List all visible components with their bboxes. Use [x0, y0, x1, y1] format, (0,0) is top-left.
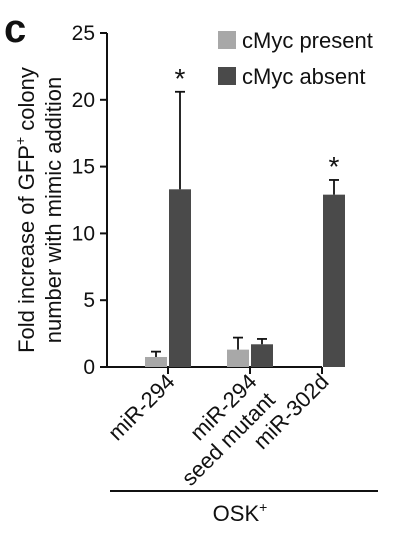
bar	[323, 194, 345, 367]
bar	[227, 349, 249, 367]
y-tick-label: 10	[72, 222, 95, 245]
legend-label: cMyc absent	[242, 64, 366, 89]
legend-swatch	[218, 31, 236, 49]
significance-star: *	[329, 151, 340, 182]
legend-swatch	[218, 67, 236, 85]
bar	[145, 356, 167, 367]
x-tick-label: miR-294	[103, 369, 179, 445]
y-tick-label: 0	[83, 356, 95, 379]
significance-markers: **	[175, 63, 340, 182]
bar	[251, 344, 273, 367]
y-axis-title-line2: number with mimic addition	[41, 77, 66, 344]
panel-label: c	[4, 7, 26, 51]
significance-star: *	[175, 63, 186, 94]
group-bracket: OSK+	[110, 490, 378, 526]
error-bars	[151, 90, 339, 357]
y-tick-label: 15	[72, 156, 95, 179]
legend: cMyc present cMyc absent	[218, 28, 373, 89]
bars	[145, 189, 345, 367]
bar	[169, 189, 191, 367]
y-tick-label: 25	[72, 22, 95, 45]
y-axis-title: Fold increase of GFP+ colony number with…	[12, 67, 66, 353]
legend-label: cMyc present	[242, 28, 373, 53]
y-tick-label: 5	[83, 289, 95, 312]
group-label: OSK+	[213, 499, 268, 526]
y-tick-label: 20	[72, 89, 95, 112]
axes: 0 5 10 15 20 25	[72, 22, 323, 379]
y-axis-title-line1: Fold increase of GFP+ colony	[12, 67, 39, 353]
